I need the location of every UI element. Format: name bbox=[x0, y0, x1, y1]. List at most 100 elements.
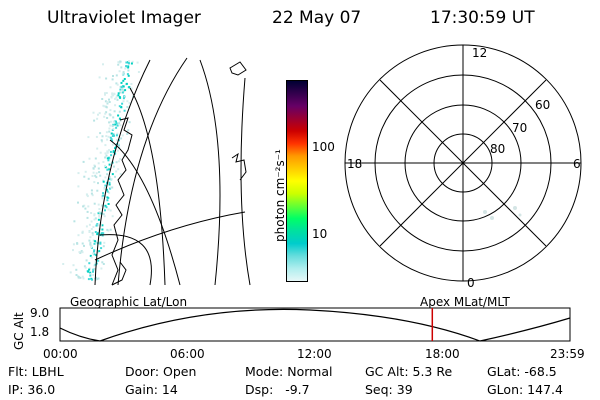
emission-pixel bbox=[125, 82, 128, 85]
emission-pixel bbox=[109, 176, 111, 178]
emission-pixel bbox=[117, 94, 120, 97]
emission-pixel bbox=[90, 228, 93, 230]
emission-pixel bbox=[120, 105, 123, 108]
emission-pixel bbox=[118, 61, 121, 64]
emission-pixel bbox=[96, 147, 99, 150]
emission-pixel bbox=[106, 157, 109, 160]
emission-pixel bbox=[91, 232, 94, 235]
emission-pixel bbox=[115, 122, 118, 125]
emission-pixel bbox=[107, 135, 110, 138]
emission-pixel bbox=[103, 187, 106, 190]
emission-pixel bbox=[126, 100, 129, 103]
emission-pixel bbox=[119, 88, 122, 91]
timeline-ytick-bottom: 1.8 bbox=[30, 325, 50, 339]
emission-pixel bbox=[90, 256, 93, 259]
emission-pixel bbox=[94, 165, 96, 168]
emission-pixel bbox=[126, 73, 129, 76]
emission-pixel bbox=[99, 241, 102, 244]
emission-pixel bbox=[122, 85, 125, 88]
emission-pixel bbox=[112, 120, 115, 123]
emission-pixel bbox=[111, 92, 114, 95]
emission-pixel bbox=[86, 195, 89, 198]
emission-pixel bbox=[81, 242, 84, 245]
polar-label-0: 0 bbox=[467, 276, 475, 290]
emission-pixel bbox=[114, 123, 117, 126]
emission-pixel bbox=[118, 122, 121, 125]
emission-pixel bbox=[122, 97, 125, 100]
emission-pixel bbox=[73, 220, 76, 223]
emission-pixel bbox=[94, 231, 97, 233]
emission-pixel bbox=[98, 211, 101, 214]
emission-pixel bbox=[97, 162, 100, 165]
emission-pixel bbox=[118, 96, 121, 98]
emission-pixel bbox=[111, 186, 114, 189]
emission-pixel bbox=[111, 93, 114, 96]
emission-pixel bbox=[96, 189, 99, 192]
emission-pixel bbox=[95, 176, 98, 179]
emission-pixel bbox=[113, 110, 116, 113]
emission-pixel bbox=[104, 152, 107, 155]
emission-pixel bbox=[101, 228, 104, 231]
emission-pixel bbox=[115, 161, 118, 164]
emission-pixel bbox=[69, 271, 72, 274]
emission-pixel bbox=[90, 212, 93, 214]
polar-emission bbox=[483, 206, 522, 220]
emission-pixel bbox=[100, 267, 103, 270]
emission-pixel bbox=[108, 183, 111, 186]
emission-pixel bbox=[90, 220, 93, 223]
emission-pixel bbox=[95, 172, 98, 175]
emission-pixel bbox=[111, 124, 114, 127]
emission-pixel bbox=[93, 250, 95, 253]
emission-pixel bbox=[99, 174, 102, 177]
emission-pixel bbox=[128, 60, 131, 63]
emission-pixel bbox=[81, 251, 84, 254]
timeline-xtick-3: 18:00 bbox=[425, 347, 460, 361]
emission-pixel bbox=[112, 151, 115, 154]
info-gc-alt: GC Alt: 5.3 Re bbox=[365, 364, 453, 379]
emission-pixel bbox=[121, 102, 124, 105]
timeline-xtick-1: 06:00 bbox=[170, 347, 205, 361]
emission-pixel bbox=[89, 241, 92, 244]
emission-pixel bbox=[91, 252, 94, 255]
emission-pixel bbox=[92, 171, 95, 174]
emission-pixel bbox=[77, 275, 80, 278]
emission-pixel bbox=[98, 250, 101, 253]
emission-pixel bbox=[85, 225, 88, 228]
emission-pixel bbox=[118, 110, 121, 113]
emission-pixel bbox=[92, 111, 95, 114]
emission-pixel bbox=[106, 117, 109, 119]
emission-pixel bbox=[108, 168, 111, 171]
emission-pixel bbox=[111, 78, 114, 81]
info-mode: Mode: Normal bbox=[245, 364, 333, 379]
emission-pixel bbox=[113, 165, 115, 168]
emission-pixel bbox=[93, 249, 96, 252]
emission-pixel bbox=[92, 226, 95, 228]
emission-pixel bbox=[89, 274, 92, 277]
emission-pixel bbox=[95, 254, 98, 257]
info-glat: GLat: -68.5 bbox=[487, 364, 557, 379]
emission-pixel bbox=[93, 213, 96, 216]
emission-pixel bbox=[127, 74, 130, 77]
emission-pixel bbox=[119, 173, 122, 175]
emission-pixel bbox=[104, 209, 106, 212]
emission-pixel bbox=[100, 247, 103, 250]
emission-pixel bbox=[109, 228, 112, 231]
emission-pixel bbox=[108, 149, 110, 152]
emission-pixel bbox=[127, 65, 130, 68]
emission-pixel bbox=[88, 262, 91, 265]
emission-pixel bbox=[121, 88, 124, 91]
emission-pixel bbox=[116, 94, 118, 97]
emission-pixel bbox=[104, 166, 107, 169]
emission-pixel bbox=[101, 224, 104, 227]
emission-pixel bbox=[116, 124, 119, 127]
emission-pixel bbox=[106, 168, 109, 171]
emission-pixel bbox=[84, 170, 87, 173]
emission-pixel bbox=[122, 154, 125, 157]
emission-pixel bbox=[105, 131, 108, 134]
instrument-title: Ultraviolet Imager bbox=[47, 8, 201, 28]
emission-pixel bbox=[123, 109, 126, 112]
emission-pixel bbox=[108, 101, 111, 103]
emission-pixel bbox=[107, 159, 110, 162]
emission-pixel bbox=[91, 278, 93, 281]
emission-pixel bbox=[114, 175, 116, 178]
